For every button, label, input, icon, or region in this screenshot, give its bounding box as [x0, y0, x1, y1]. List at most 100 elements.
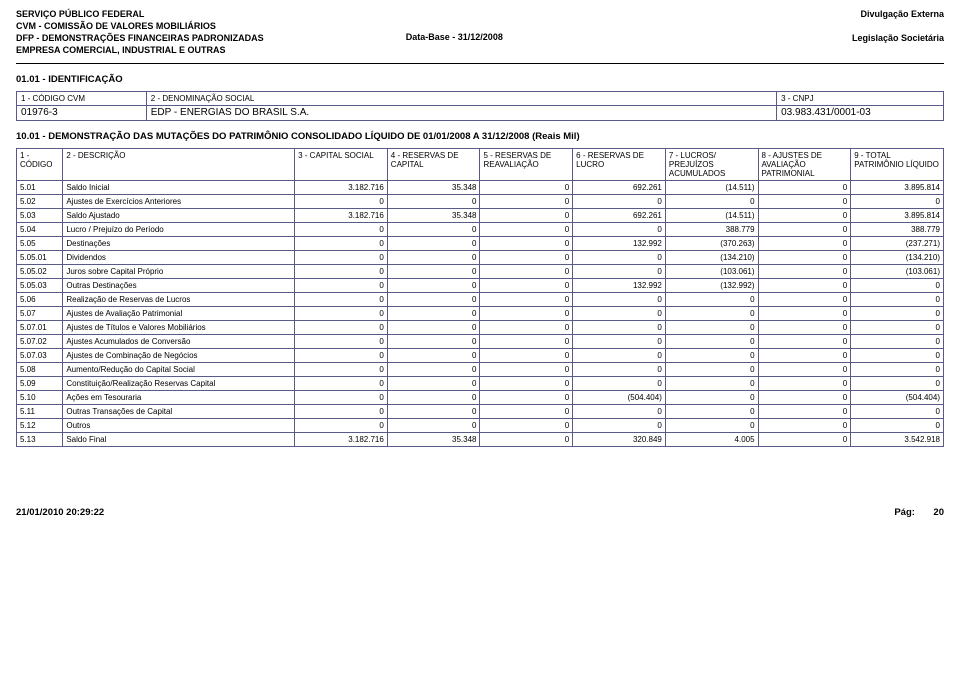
row-value: 4.005 — [665, 432, 758, 446]
row-value: 0 — [295, 264, 388, 278]
row-value: 0 — [295, 362, 388, 376]
row-description: Ajustes Acumulados de Conversão — [63, 334, 295, 348]
row-value: 0 — [851, 362, 944, 376]
header-separator — [16, 63, 944, 64]
table-row: 5.05.01Dividendos0000(134.210)0(134.210) — [17, 250, 944, 264]
row-value: 0 — [665, 362, 758, 376]
row-code: 5.02 — [17, 194, 63, 208]
row-value: 0 — [295, 404, 388, 418]
table-row: 5.06Realização de Reservas de Lucros0000… — [17, 292, 944, 306]
mutations-col-header: 2 - DESCRIÇÃO — [63, 148, 295, 180]
table-row: 5.08Aumento/Redução do Capital Social000… — [17, 362, 944, 376]
row-code: 5.05.03 — [17, 278, 63, 292]
row-value: 0 — [295, 334, 388, 348]
table-row: 5.09Constituição/Realização Reservas Cap… — [17, 376, 944, 390]
id-col1-value: 01976-3 — [17, 105, 147, 120]
row-value: (14.511) — [665, 208, 758, 222]
row-value: 0 — [295, 236, 388, 250]
row-code: 5.04 — [17, 222, 63, 236]
row-value: 3.182.716 — [295, 208, 388, 222]
row-code: 5.13 — [17, 432, 63, 446]
row-value: 0 — [480, 362, 573, 376]
row-value: 0 — [295, 320, 388, 334]
row-value: 0 — [573, 362, 666, 376]
row-code: 5.03 — [17, 208, 63, 222]
doc-header-row2: CVM - COMISSÃO DE VALORES MOBILIÁRIOS — [16, 20, 944, 32]
row-value: 0 — [480, 432, 573, 446]
row-value: 0 — [758, 306, 851, 320]
row-code: 5.12 — [17, 418, 63, 432]
row-code: 5.07.03 — [17, 348, 63, 362]
row-value: 0 — [758, 376, 851, 390]
row-value: 0 — [387, 418, 480, 432]
identification-table: 1 - CÓDIGO CVM 2 - DENOMINAÇÃO SOCIAL 3 … — [16, 91, 944, 121]
table-row: 5.13Saldo Final3.182.71635.3480320.8494.… — [17, 432, 944, 446]
footer-page-label: Pág: — [894, 507, 915, 518]
row-description: Outros — [63, 418, 295, 432]
row-value: 0 — [387, 376, 480, 390]
row-description: Juros sobre Capital Próprio — [63, 264, 295, 278]
row-value: 0 — [573, 250, 666, 264]
row-description: Saldo Inicial — [63, 180, 295, 194]
row-description: Realização de Reservas de Lucros — [63, 292, 295, 306]
row-value: 35.348 — [387, 432, 480, 446]
row-value: (103.061) — [665, 264, 758, 278]
row-value: 0 — [480, 306, 573, 320]
table-row: 5.02Ajustes de Exercícios Anteriores0000… — [17, 194, 944, 208]
row-code: 5.07.01 — [17, 320, 63, 334]
mutations-col-header: 5 - RESERVAS DE REAVALIAÇÃO — [480, 148, 573, 180]
row-value: 0 — [573, 306, 666, 320]
row-code: 5.05 — [17, 236, 63, 250]
row-value: 0 — [758, 250, 851, 264]
row-value: 0 — [758, 236, 851, 250]
id-label-row: 1 - CÓDIGO CVM 2 - DENOMINAÇÃO SOCIAL 3 … — [17, 91, 944, 105]
row-code: 5.08 — [17, 362, 63, 376]
row-value: 0 — [295, 348, 388, 362]
row-value: (134.210) — [665, 250, 758, 264]
row-value: 0 — [480, 194, 573, 208]
identification-title: 01.01 - IDENTIFICAÇÃO — [16, 74, 944, 85]
header-line1-right: Divulgação Externa — [860, 8, 944, 20]
row-description: Outras Transações de Capital — [63, 404, 295, 418]
table-row: 5.07.02Ajustes Acumulados de Conversão00… — [17, 334, 944, 348]
row-value: 0 — [480, 334, 573, 348]
row-code: 5.01 — [17, 180, 63, 194]
row-value: 0 — [295, 278, 388, 292]
row-value: 0 — [573, 320, 666, 334]
row-value: 0 — [295, 250, 388, 264]
row-value: 0 — [480, 180, 573, 194]
row-value: 0 — [851, 320, 944, 334]
row-value: 0 — [573, 222, 666, 236]
row-value: 132.992 — [573, 278, 666, 292]
mutations-table: 1 - CÓDIGO2 - DESCRIÇÃO3 - CAPITAL SOCIA… — [16, 148, 944, 447]
row-value: 0 — [387, 250, 480, 264]
table-row: 5.07.01Ajustes de Títulos e Valores Mobi… — [17, 320, 944, 334]
row-value: 0 — [758, 404, 851, 418]
row-value: 0 — [665, 334, 758, 348]
row-value: 0 — [480, 264, 573, 278]
row-value: 0 — [295, 306, 388, 320]
table-row: 5.07Ajustes de Avaliação Patrimonial0000… — [17, 306, 944, 320]
table-row: 5.05.03Outras Destinações000132.992(132.… — [17, 278, 944, 292]
row-value: 0 — [758, 292, 851, 306]
row-value: 0 — [573, 194, 666, 208]
header-line3-mid: Data-Base - 31/12/2008 — [406, 32, 684, 44]
row-value: 0 — [851, 404, 944, 418]
row-value: 0 — [387, 194, 480, 208]
row-value: 0 — [387, 264, 480, 278]
row-value: 0 — [851, 376, 944, 390]
row-value: 0 — [573, 334, 666, 348]
header-line1-left: SERVIÇO PÚBLICO FEDERAL — [16, 8, 144, 20]
row-value: 0 — [295, 376, 388, 390]
id-col2-label: 2 - DENOMINAÇÃO SOCIAL — [146, 91, 776, 105]
row-value: 3.182.716 — [295, 432, 388, 446]
row-value: (132.992) — [665, 278, 758, 292]
row-value: 0 — [480, 418, 573, 432]
row-code: 5.07.02 — [17, 334, 63, 348]
header-line3-left: DFP - DEMONSTRAÇÕES FINANCEIRAS PADRONIZ… — [16, 32, 406, 44]
mutations-col-header: 8 - AJUSTES DE AVALIAÇÃO PATRIMONIAL — [758, 148, 851, 180]
row-description: Lucro / Prejuízo do Período — [63, 222, 295, 236]
mutations-col-header: 6 - RESERVAS DE LUCRO — [573, 148, 666, 180]
row-description: Outras Destinações — [63, 278, 295, 292]
header-line4-left: EMPRESA COMERCIAL, INDUSTRIAL E OUTRAS — [16, 44, 226, 56]
